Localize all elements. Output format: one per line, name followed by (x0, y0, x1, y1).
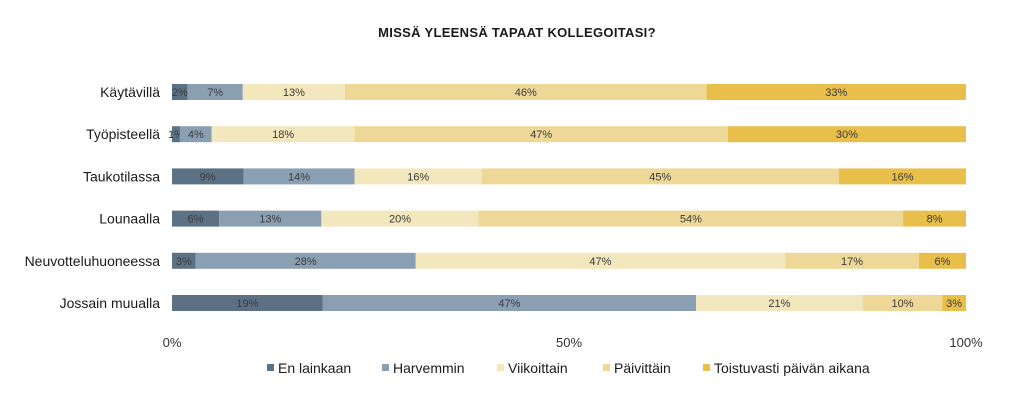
bar-segment-kaytavilla-en-lainkaan (172, 84, 188, 100)
bar-segment-jossain-muualla-en-lainkaan (172, 295, 323, 311)
category-labels: Käytävillä Työpisteellä Taukotilassa Lounaa… (25, 84, 161, 311)
bar-segment-taukotilassa-harvemmin (243, 168, 355, 185)
x-axis-ticks: 0% 50% 100% (163, 335, 983, 350)
legend-swatch-en-lainkaan (267, 364, 274, 371)
bar-segment-jossain-muualla-harvemmin (322, 295, 697, 311)
bar-segment-neuvotteluhuoneessa-toistuvasti-paivan-aikana (918, 252, 966, 269)
bar-segment-kaytavilla-harvemmin (187, 84, 243, 100)
data-label-tyopisteella-paivittain: 47% (530, 129, 552, 141)
legend-label-viikoittain: Viikoittain (508, 360, 568, 376)
data-label-taukotilassa-toistuvasti-paivan-aikana: 16% (891, 171, 913, 183)
legend-swatch-paivittain (603, 364, 610, 371)
category-label-neuvotteluhuoneessa: Neuvotteluhuoneessa (25, 253, 161, 269)
category-label-tyopisteella: Työpisteellä (86, 126, 160, 142)
data-label-lounaalla-harvemmin: 13% (259, 214, 281, 226)
bar-segment-kaytavilla-paivittain (344, 84, 707, 100)
data-label-neuvotteluhuoneessa-paivittain: 17% (841, 256, 863, 268)
data-label-taukotilassa-harvemmin: 14% (288, 171, 310, 183)
bar-segment-lounaalla-viikoittain (321, 210, 479, 227)
bar-segment-tyopisteella-harvemmin (179, 126, 212, 143)
bar-segment-tyopisteella-en-lainkaan (172, 126, 180, 143)
bar-segment-jossain-muualla-toistuvasti-paivan-aikana (942, 295, 966, 311)
data-label-tyopisteella-toistuvasti-paivan-aikana: 30% (836, 129, 858, 141)
data-label-taukotilassa-paivittain: 45% (649, 171, 671, 183)
bar-segment-neuvotteluhuoneessa-harvemmin (195, 252, 416, 269)
category-label-kaytavilla: Käytävillä (100, 84, 160, 100)
bar-segment-taukotilassa-viikoittain (354, 168, 482, 185)
x-tick-label-end: 100% (949, 335, 983, 350)
bar-segment-lounaalla-toistuvasti-paivan-aikana (903, 210, 966, 227)
bar-segment-jossain-muualla-viikoittain (696, 295, 863, 311)
data-label-neuvotteluhuoneessa-harvemmin: 28% (295, 256, 317, 268)
legend-label-en-lainkaan: En lainkaan (278, 360, 351, 376)
x-tick-label-mid: 50% (556, 335, 582, 350)
category-label-taukotilassa: Taukotilassa (83, 168, 160, 184)
legend-label-paivittain: Päivittäin (614, 360, 671, 376)
x-tick-label-start: 0% (163, 335, 182, 350)
data-label-kaytavilla-harvemmin: 7% (207, 87, 223, 99)
bar-segment-kaytavilla-toistuvasti-paivan-aikana (706, 84, 966, 100)
bar-segment-lounaalla-harvemmin (219, 210, 322, 227)
data-label-jossain-muualla-harvemmin: 47% (498, 298, 520, 310)
data-label-kaytavilla-toistuvasti-paivan-aikana: 33% (825, 87, 847, 99)
bar-segment-tyopisteella-paivittain (354, 126, 728, 143)
bar-segment-tyopisteella-toistuvasti-paivan-aikana (727, 126, 966, 143)
bar-segment-taukotilassa-en-lainkaan (172, 168, 244, 185)
data-label-taukotilassa-en-lainkaan: 9% (200, 171, 216, 183)
data-label-tyopisteella-harvemmin: 4% (188, 129, 204, 141)
legend-swatch-viikoittain (497, 364, 504, 371)
bar-segment-tyopisteella-viikoittain (211, 126, 355, 143)
data-label-taukotilassa-viikoittain: 16% (407, 171, 429, 183)
legend: En lainkaan Harvemmin Viikoittain Päivittäi… (267, 360, 870, 376)
data-label-kaytavilla-en-lainkaan: 2% (172, 87, 188, 99)
data-label-neuvotteluhuoneessa-viikoittain: 47% (589, 256, 611, 268)
bar-segment-neuvotteluhuoneessa-viikoittain (415, 252, 786, 269)
legend-swatch-harvemmin (382, 364, 389, 371)
data-label-kaytavilla-viikoittain: 13% (283, 87, 305, 99)
legend-label-toistuvasti-paivan-aikana: Toistuvasti päivän aikana (714, 360, 870, 376)
bars-group: 2% 7% 13% 46% 33%1% 4% 18% 47% 30%9% 14% 16% 45% 16%… (168, 84, 966, 311)
bar-segment-neuvotteluhuoneessa-en-lainkaan (172, 252, 196, 269)
legend-swatch-toistuvasti-paivan-aikana (703, 364, 710, 371)
category-label-jossain-muualla: Jossain muualla (60, 295, 161, 311)
bar-segment-taukotilassa-toistuvasti-paivan-aikana (838, 168, 966, 185)
data-label-jossain-muualla-en-lainkaan: 19% (236, 298, 258, 310)
data-label-tyopisteella-viikoittain: 18% (272, 129, 294, 141)
data-label-kaytavilla-paivittain: 46% (515, 87, 537, 99)
data-label-jossain-muualla-paivittain: 10% (891, 298, 913, 310)
data-label-neuvotteluhuoneessa-en-lainkaan: 3% (176, 256, 192, 268)
data-label-lounaalla-toistuvasti-paivan-aikana: 8% (927, 214, 943, 226)
data-label-lounaalla-paivittain: 54% (680, 214, 702, 226)
category-label-lounaalla: Lounaalla (99, 211, 160, 227)
data-label-lounaalla-viikoittain: 20% (389, 214, 411, 226)
data-label-jossain-muualla-viikoittain: 21% (768, 298, 790, 310)
data-label-jossain-muualla-toistuvasti-paivan-aikana: 3% (946, 298, 962, 310)
bar-segment-lounaalla-paivittain (478, 210, 904, 227)
chart-title: MISSÄ YLEENSÄ TAPAAT KOLLEGOITASI? (378, 25, 656, 40)
data-label-lounaalla-en-lainkaan: 6% (188, 214, 204, 226)
data-label-neuvotteluhuoneessa-toistuvasti-paivan-aikana: 6% (934, 256, 950, 268)
bar-segment-neuvotteluhuoneessa-paivittain (785, 252, 919, 269)
bar-segment-taukotilassa-paivittain (481, 168, 839, 185)
bar-segment-kaytavilla-viikoittain (242, 84, 345, 100)
bar-segment-jossain-muualla-paivittain (862, 295, 943, 311)
legend-label-harvemmin: Harvemmin (393, 360, 465, 376)
bar-segment-lounaalla-en-lainkaan (172, 210, 220, 227)
